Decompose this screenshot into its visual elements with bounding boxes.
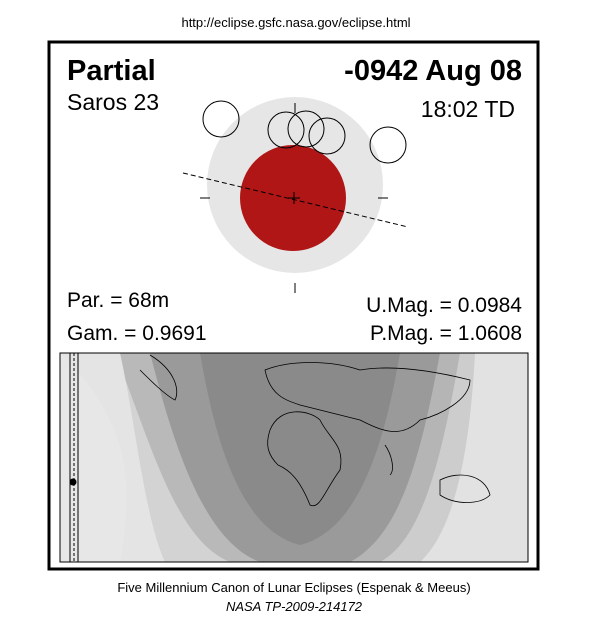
footer-line: Five Millennium Canon of Lunar Eclipses … [117,580,470,595]
moon [369,126,407,164]
url: http://eclipse.gsfc.nasa.gov/eclipse.htm… [181,15,410,30]
moon [287,110,325,148]
moon [267,111,305,149]
footer-line: NASA TP-2009-214172 [226,599,363,614]
gam: Gam. = 0.9691 [67,322,207,345]
time: 18:02 TD [421,96,515,122]
visibility-map [59,352,529,563]
moon [308,117,346,155]
umag: U.Mag. = 0.0984 [366,294,522,317]
par: Par. = 68m [67,289,169,312]
moon [202,100,240,138]
ecliptic [182,172,409,228]
pmag: P.Mag. = 1.0608 [370,322,522,345]
saros: Saros 23 [67,89,159,115]
date: -0942 Aug 08 [344,55,522,87]
eclipse-diagram [182,97,409,293]
eclipse-type: Partial [67,55,156,87]
